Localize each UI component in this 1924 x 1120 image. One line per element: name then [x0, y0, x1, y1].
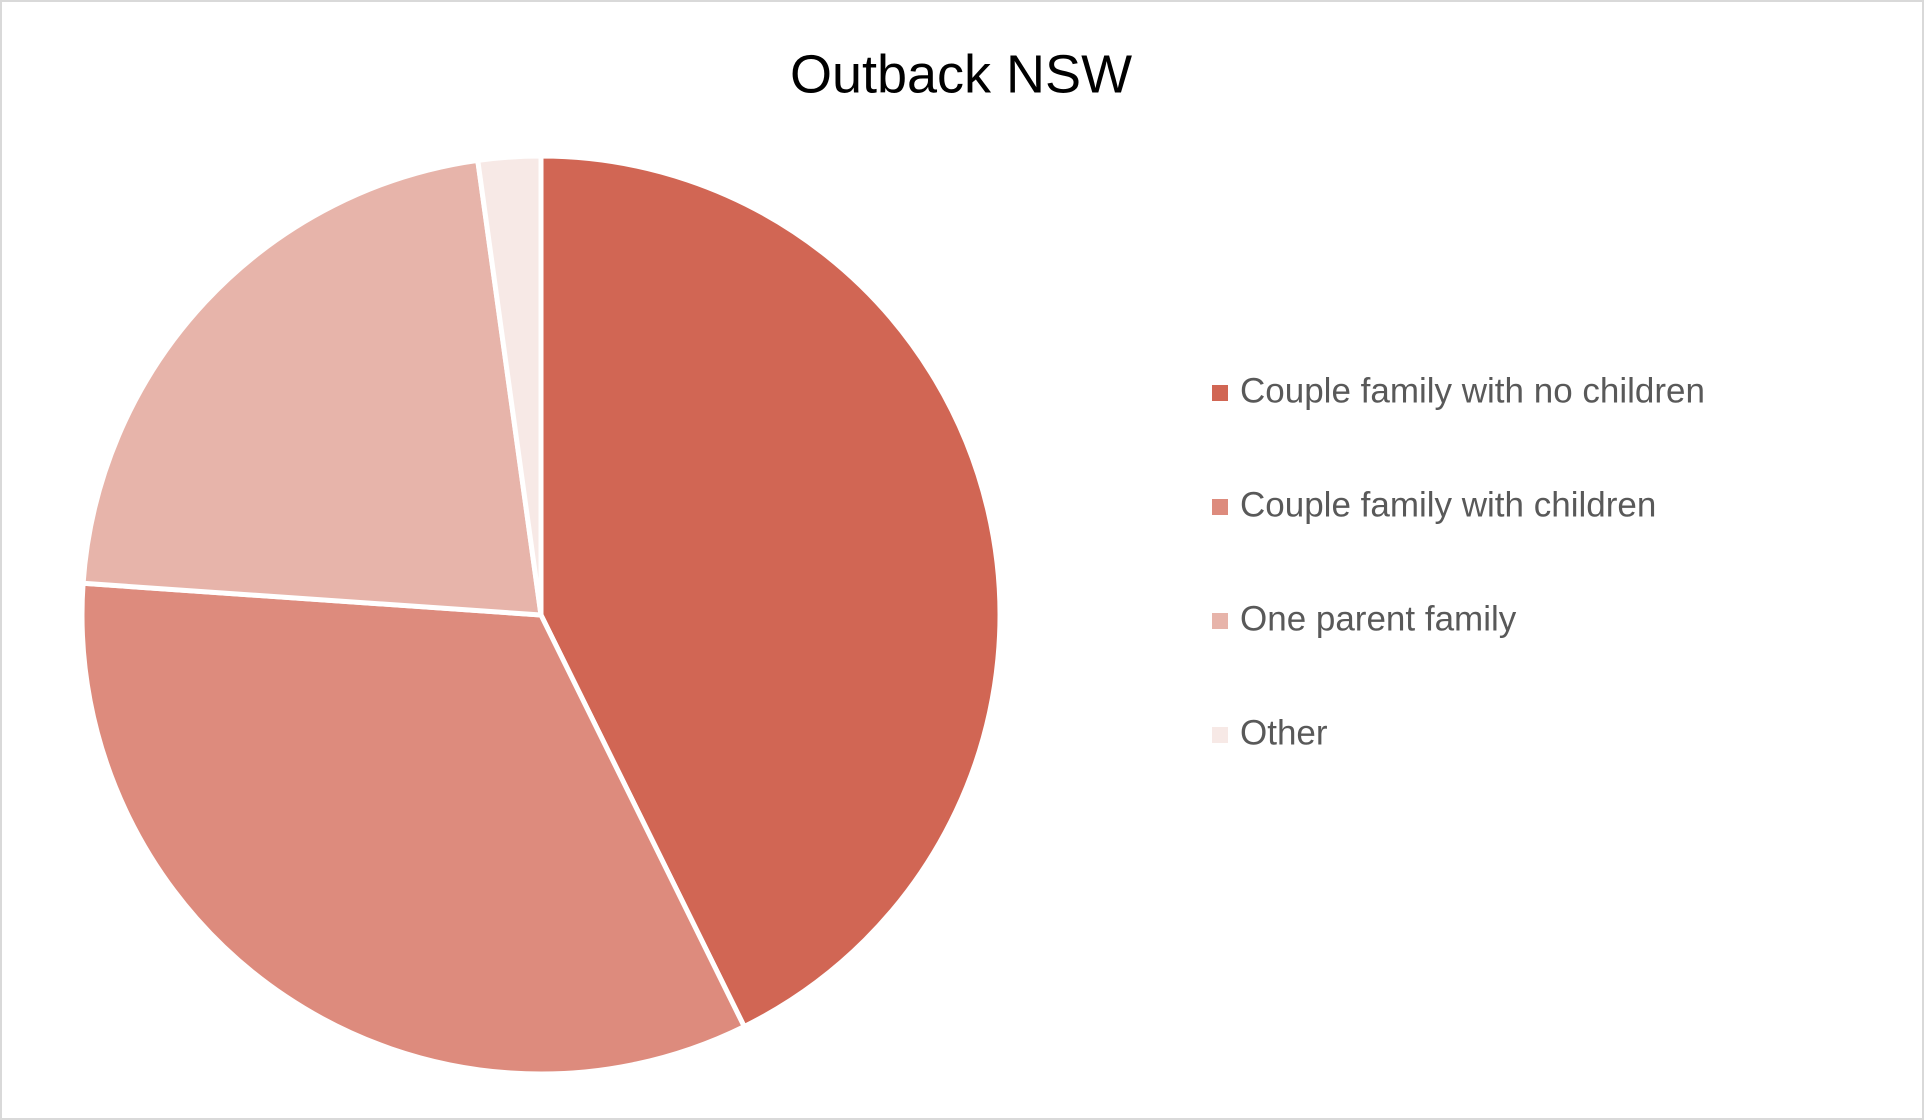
pie-slice	[79, 580, 747, 1077]
legend-swatch	[1212, 727, 1228, 743]
pie-slice	[475, 153, 544, 618]
pie-slice	[80, 157, 544, 618]
pie-slice	[538, 153, 1003, 1030]
legend-swatch	[1212, 613, 1228, 629]
chart-title: Outback NSW	[790, 44, 1132, 104]
legend-label: Couple family with no children	[1240, 371, 1705, 410]
legend-label: One parent family	[1240, 599, 1517, 638]
legend-label: Other	[1240, 713, 1328, 752]
legend-label: Couple family with children	[1240, 485, 1656, 524]
legend-swatch	[1212, 499, 1228, 515]
legend-swatch	[1212, 385, 1228, 401]
